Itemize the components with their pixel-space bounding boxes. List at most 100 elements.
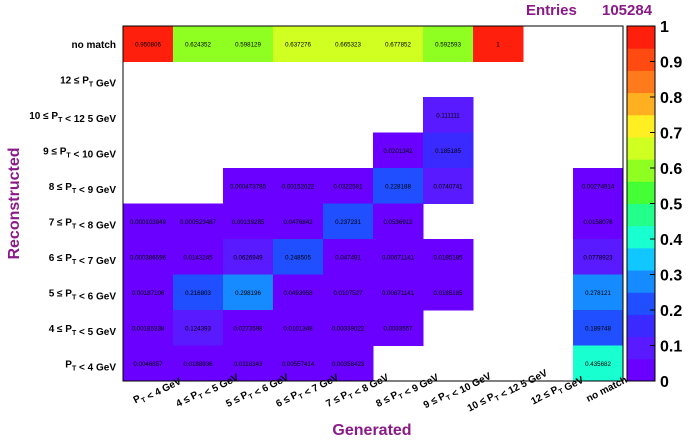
colorbar-tick-label: 0: [660, 374, 669, 391]
colorbar-swatch: [627, 292, 655, 315]
cell-value-label: 0.00152622: [282, 183, 315, 190]
cell-value-label: 0.0322581: [333, 183, 363, 190]
colorbar-tick-label: 0.9: [660, 55, 682, 72]
heatmap-cell: [573, 345, 624, 382]
cell-value-label: 0.0185185: [433, 290, 463, 297]
heatmap-cells: 0.950806 0.624352 0.598129 0.637276 0.665323…: [123, 26, 624, 382]
cell-value-label: 0.298196: [235, 290, 261, 297]
cell-value-label: 0.00139285: [232, 219, 265, 226]
heatmap-cell: [223, 168, 274, 204]
cell-value-label: 0.0273598: [233, 325, 263, 332]
cell-value-label: 0.111111: [436, 112, 460, 119]
heatmap-cell: [373, 132, 424, 169]
heatmap-cell: [323, 203, 374, 240]
y-tick-label: PT < 4 GeV: [65, 359, 116, 373]
cell-value-label: 0.00185338: [132, 325, 165, 332]
heatmap-cell: [123, 310, 174, 346]
heatmap-cell: [423, 132, 474, 169]
cell-value-label: 0.000523487: [180, 219, 217, 226]
heatmap-cell: [423, 239, 474, 275]
cell-value-label: 0.00671141: [382, 254, 415, 261]
heatmap-cell: [323, 274, 374, 311]
cell-value-label: 0.0101348: [283, 325, 313, 332]
cell-value-label: 1: [496, 41, 500, 48]
cell-value-label: 0.189748: [585, 325, 611, 332]
heatmap-cell: [123, 274, 174, 311]
cell-value-label: 0.00274914: [582, 183, 615, 190]
heatmap-cell: [423, 274, 474, 311]
cell-value-label: 0.00557414: [282, 361, 315, 368]
cell-value-label: 0.0740741: [433, 183, 463, 190]
heatmap-cell: [223, 203, 274, 240]
colorbar-swatch: [627, 336, 655, 360]
x-axis-label: Generated: [332, 422, 411, 439]
cell-value-label: 0.0476842: [283, 219, 313, 226]
cell-value-label: 0.598129: [235, 41, 261, 48]
heatmap-cell: [123, 239, 174, 275]
heatmap-cell: [373, 274, 424, 311]
cell-value-label: 0.592593: [435, 41, 461, 48]
heatmap-cell: [273, 274, 324, 311]
cell-value-label: 0.0185185: [433, 254, 463, 261]
heatmap-cell: [223, 274, 274, 311]
heatmap-cell: [323, 168, 374, 204]
cell-value-label: 0.00671141: [382, 290, 415, 297]
y-tick-label: 12 ≤ PT GeV: [60, 75, 116, 89]
cell-value-label: 0.624352: [185, 41, 211, 48]
heatmap-cell: [173, 310, 224, 346]
heatmap-cell: [173, 345, 224, 382]
y-tick-label: 7 ≤ PT < 8 GeV: [49, 217, 117, 231]
cell-value-label: 0.435682: [585, 361, 611, 368]
heatmap-cell: [123, 203, 174, 240]
cell-value-label: 0.0046857: [133, 361, 163, 368]
y-tick-label: 5 ≤ PT < 6 GeV: [49, 288, 117, 302]
cell-value-label: 0.0626949: [233, 254, 263, 261]
colorbar-tick-label: 0.3: [660, 268, 682, 285]
cell-value-label: 0.000386596: [130, 254, 167, 261]
cell-value-label: 0.0493958: [283, 290, 313, 297]
colorbar-tick-label: 0.7: [660, 126, 682, 143]
heatmap-cell: [323, 345, 374, 382]
cell-value-label: 0.0188936: [183, 361, 213, 368]
colorbar-swatch: [627, 136, 655, 160]
heatmap-cell: [423, 97, 474, 133]
cell-value-label: 0.216803: [185, 290, 211, 297]
colorbar-swatch: [627, 270, 655, 293]
heatmap-cell: [323, 310, 374, 346]
colorbar-swatch: [627, 48, 655, 71]
cell-value-label: 0.000103949: [130, 219, 167, 226]
heatmap-cell: [273, 26, 324, 62]
cell-value-label: 0.185185: [435, 148, 461, 155]
cell-value-label: 0.665323: [335, 41, 361, 48]
heatmap-cell: [223, 26, 274, 62]
cell-value-label: 0.047491: [335, 254, 361, 261]
cell-value-label: 0.0201342: [383, 148, 413, 155]
x-tick-label: 10 ≤ PT < 12 5 GeV: [466, 365, 550, 417]
heatmap-cell: [273, 345, 324, 382]
cell-value-label: 0.950806: [135, 41, 161, 48]
cell-value-label: 0.677852: [385, 41, 411, 48]
cell-value-label: 0.0778923: [583, 254, 613, 261]
heatmap-cell: [373, 310, 424, 346]
cell-value-label: 0.00358423: [332, 361, 365, 368]
y-tick-label: 8 ≤ PT < 9 GeV: [49, 182, 117, 196]
colorbar-tick-label: 0.4: [660, 232, 682, 249]
cell-value-label: 0.248505: [285, 254, 311, 261]
entries-label: Entries: [526, 2, 577, 19]
heatmap-cell: [273, 239, 324, 275]
heatmap-cell: [573, 310, 624, 346]
heatmap-cell: [223, 239, 274, 275]
y-axis-label: Reconstructed: [6, 147, 23, 259]
colorbar-swatch: [627, 159, 655, 182]
y-tick-label: no match: [72, 40, 116, 51]
heatmap-cell: [173, 274, 224, 311]
heatmap-cell: [173, 239, 224, 275]
heatmap-cell: [123, 345, 174, 382]
colorbar-swatch: [627, 247, 655, 271]
colorbar-swatch: [627, 181, 655, 204]
heatmap-cell: [273, 310, 324, 346]
colorbar-swatch: [627, 203, 655, 227]
cell-value-label: 0.000473785: [230, 183, 267, 190]
entries-value: 105284: [602, 2, 653, 19]
colorbar-tick-label: 0.1: [660, 339, 682, 356]
